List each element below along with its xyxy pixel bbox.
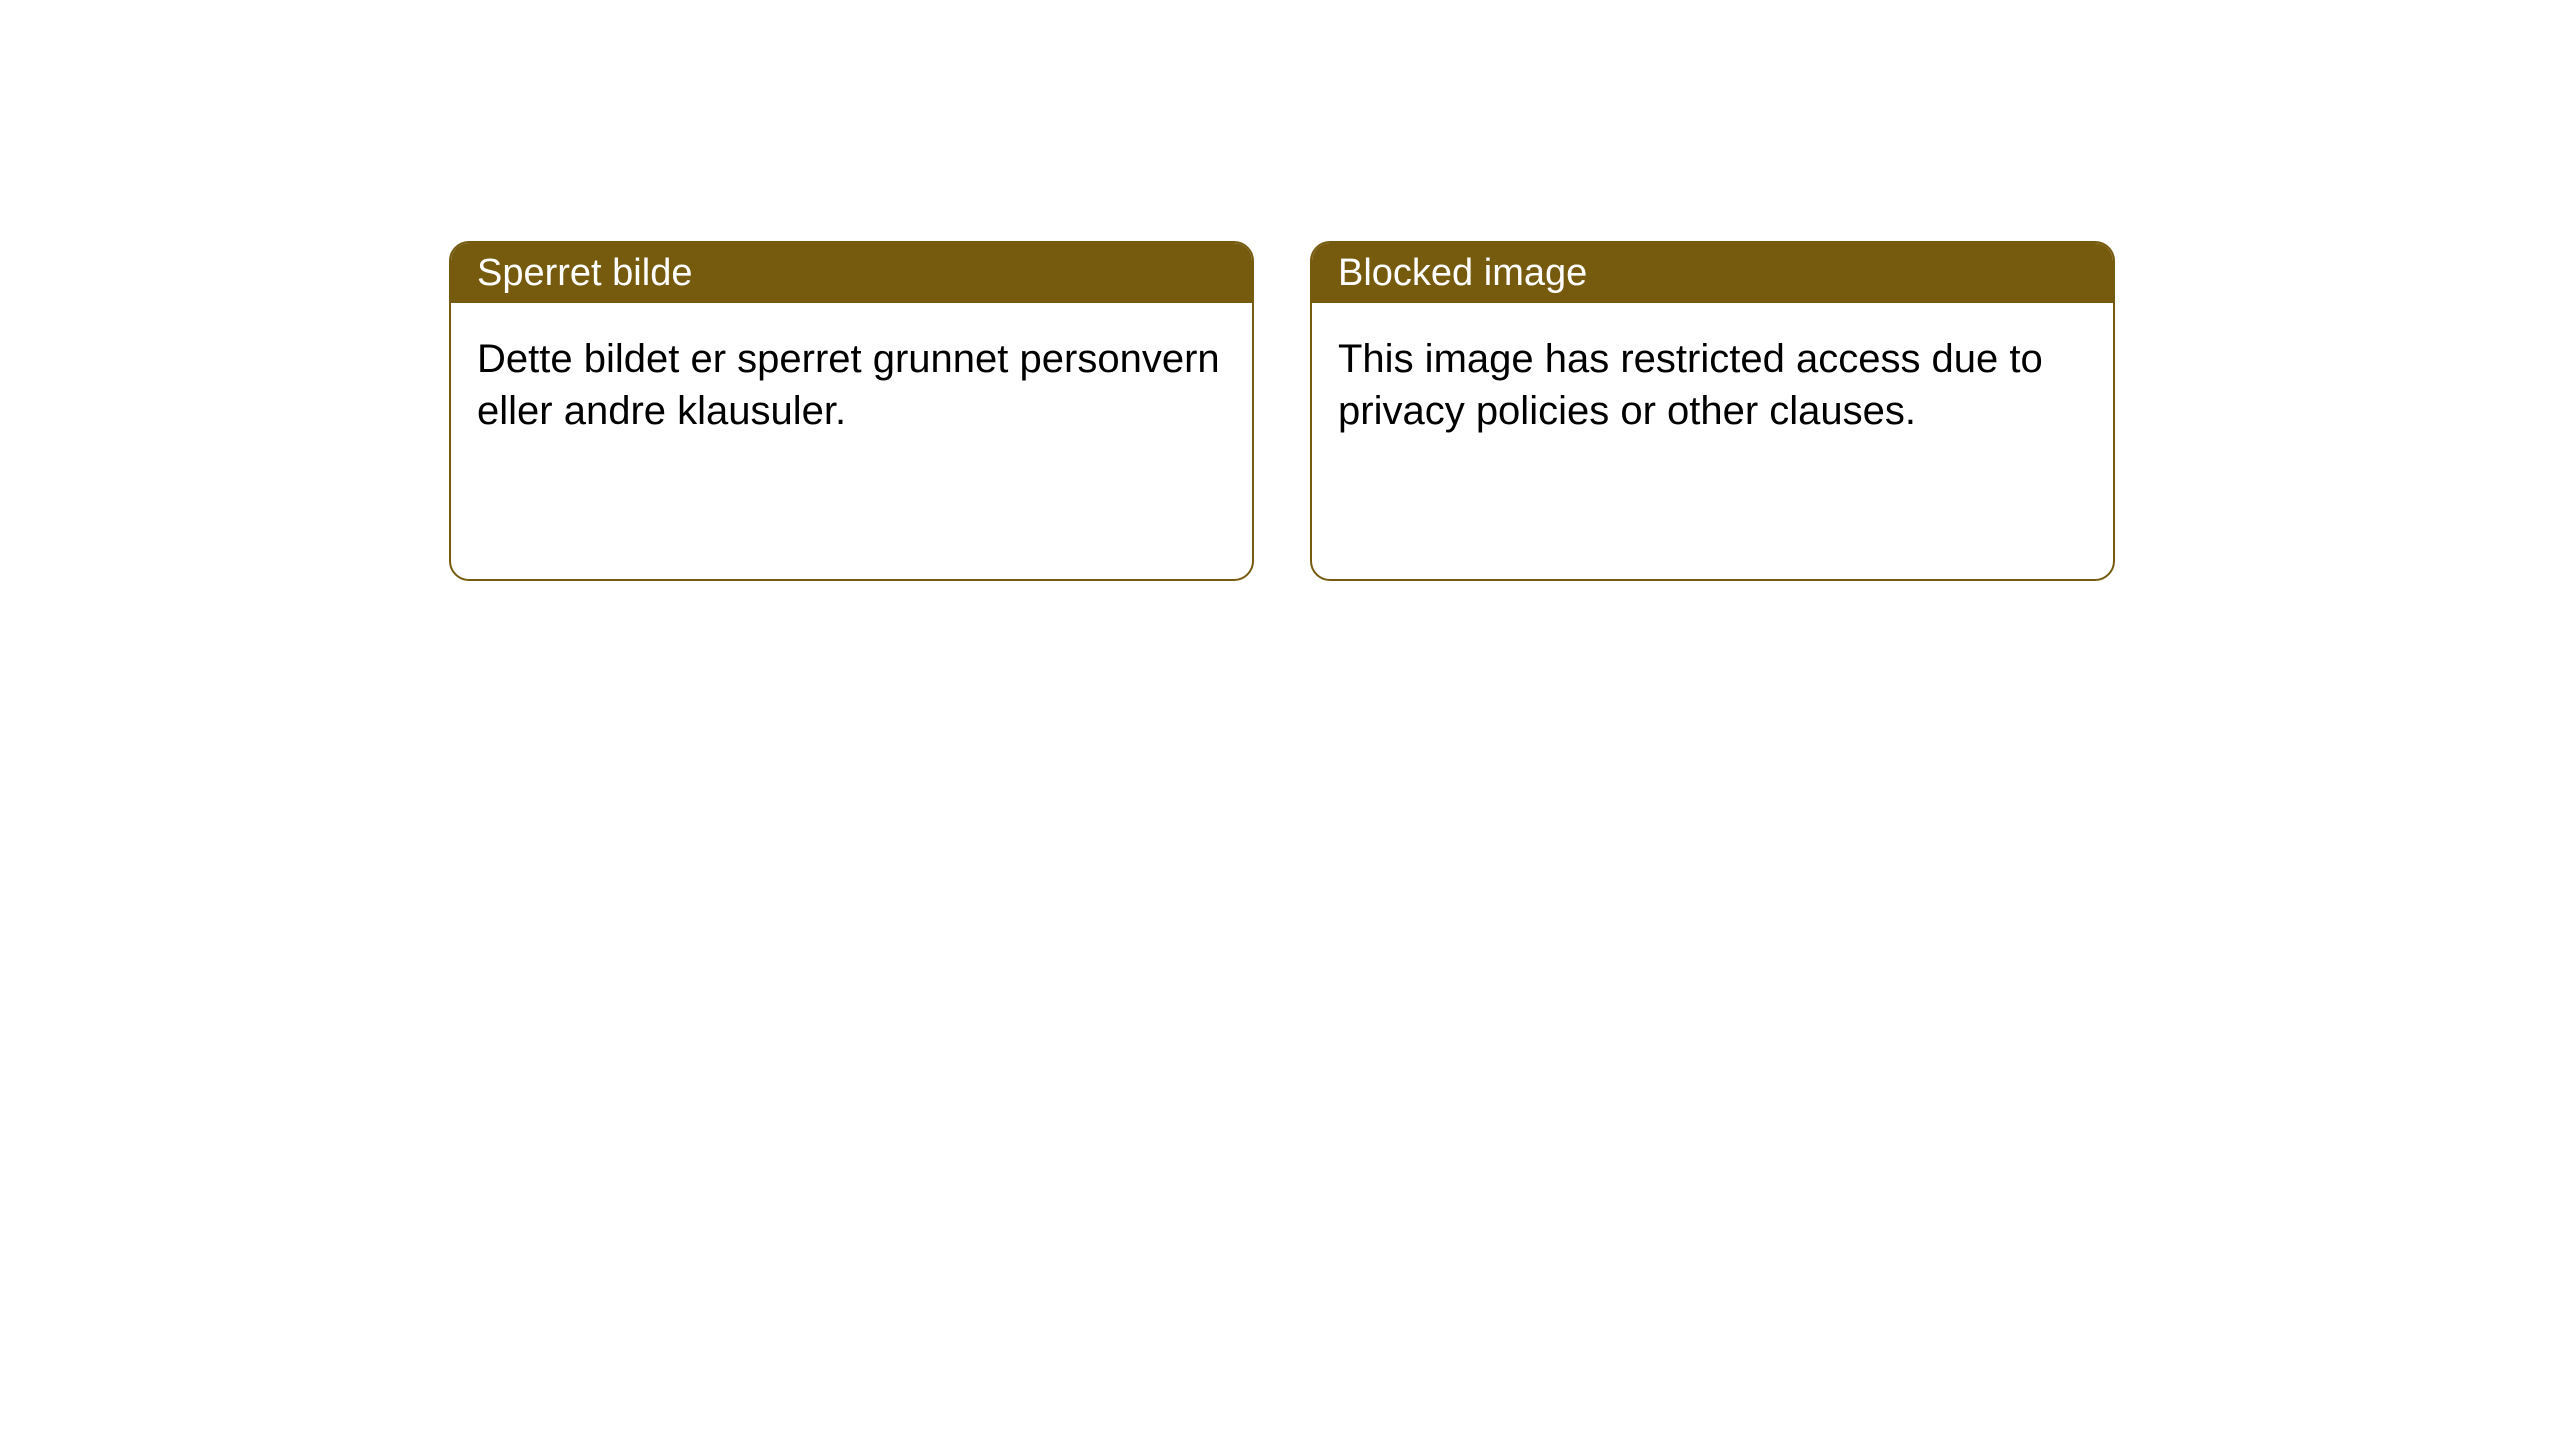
notice-card-no: Sperret bilde Dette bildet er sperret gr… (449, 241, 1254, 581)
notice-card-title-en: Blocked image (1312, 243, 2113, 303)
notice-card-title-no: Sperret bilde (451, 243, 1252, 303)
notice-card-body-en: This image has restricted access due to … (1312, 303, 2113, 437)
notice-card-en: Blocked image This image has restricted … (1310, 241, 2115, 581)
notice-container: Sperret bilde Dette bildet er sperret gr… (449, 241, 2115, 581)
notice-card-body-no: Dette bildet er sperret grunnet personve… (451, 303, 1252, 437)
